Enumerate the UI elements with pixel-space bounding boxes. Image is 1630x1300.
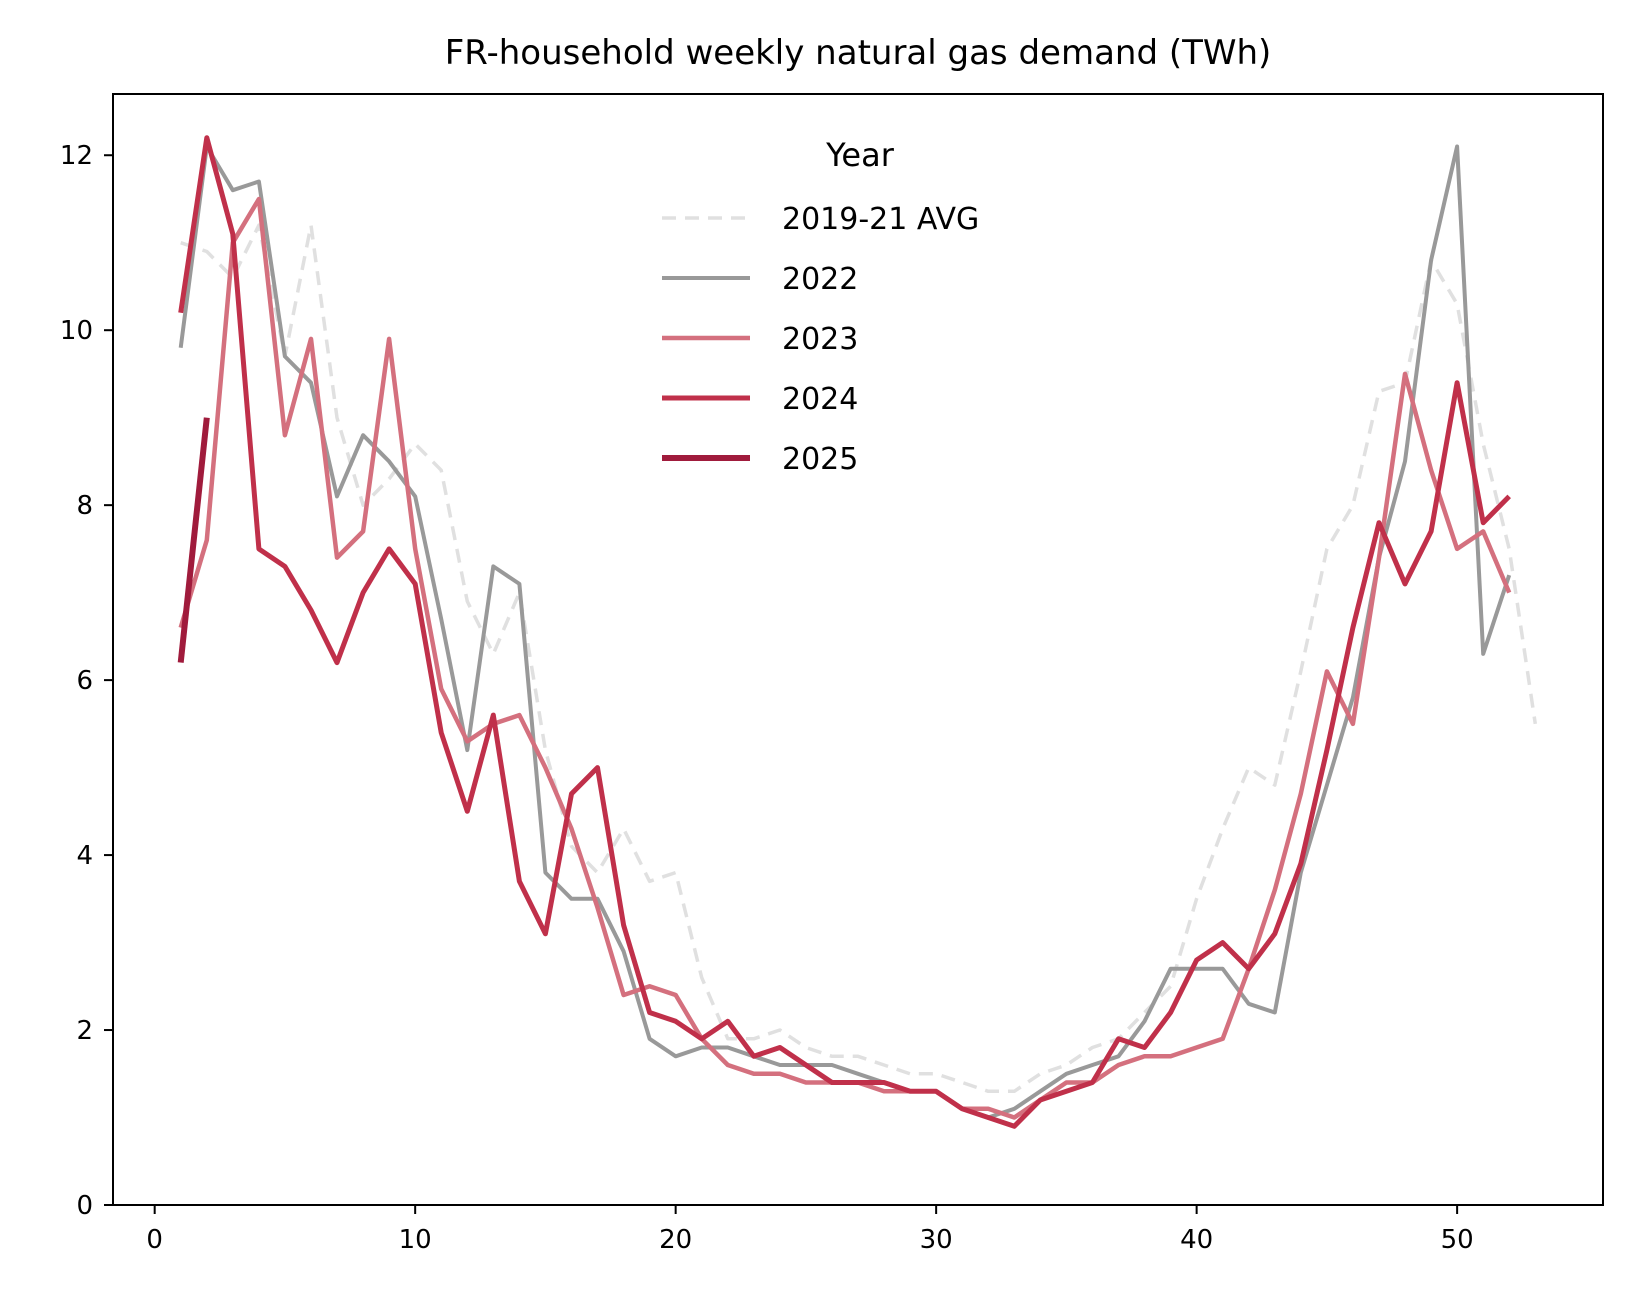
legend-label-0: 2019-21 AVG xyxy=(782,202,979,237)
y-tick-label: 0 xyxy=(76,1191,93,1221)
x-tick-label: 50 xyxy=(1441,1225,1474,1255)
x-tick-label: 0 xyxy=(146,1225,163,1255)
series-line-3 xyxy=(178,135,1511,1129)
x-tick-label: 10 xyxy=(399,1225,432,1255)
y-tick-label: 8 xyxy=(76,491,93,521)
y-tick-label: 2 xyxy=(76,1016,93,1046)
x-tick-label: 40 xyxy=(1180,1225,1213,1255)
plot-frame xyxy=(112,93,1604,1206)
series-line-1 xyxy=(178,144,1512,1120)
legend-label-3: 2024 xyxy=(782,382,858,417)
legend-label-1: 2022 xyxy=(782,262,858,297)
x-axis: 0 10 20 30 40 50 xyxy=(146,1205,1474,1255)
series-line-0 xyxy=(180,223,1538,1094)
chart-title: FR-household weekly natural gas demand (… xyxy=(445,33,1272,73)
x-tick-label: 30 xyxy=(920,1225,953,1255)
y-tick-label: 12 xyxy=(60,141,93,171)
series-line-4 xyxy=(177,417,210,663)
legend-title: Year xyxy=(825,136,895,174)
legend-label-4: 2025 xyxy=(782,442,858,477)
y-tick-label: 10 xyxy=(60,316,93,346)
series-layer xyxy=(177,135,1538,1129)
y-tick-label: 4 xyxy=(76,841,93,871)
legend: Year 2019-21 AVG 2022 2023 2024 2025 xyxy=(662,136,979,477)
y-axis: 0 2 4 6 8 10 12 xyxy=(60,141,113,1221)
x-tick-label: 20 xyxy=(659,1225,692,1255)
y-tick-label: 6 xyxy=(76,666,93,696)
legend-label-2: 2023 xyxy=(782,322,858,357)
